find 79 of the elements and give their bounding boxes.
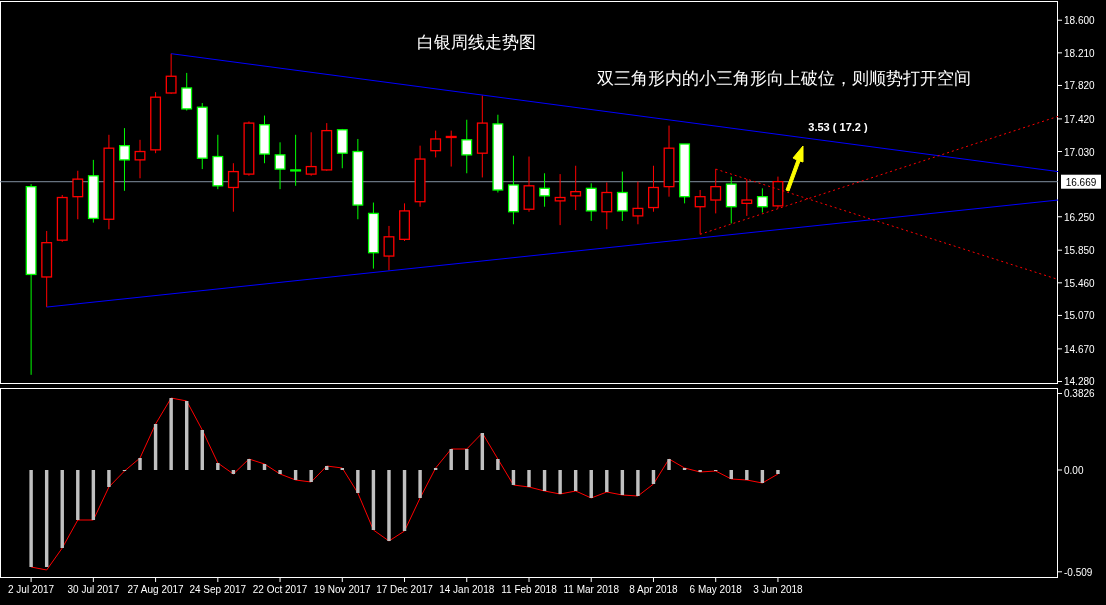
bar xyxy=(309,470,313,482)
bar xyxy=(527,470,531,487)
y-tick-label: 0.3826 xyxy=(1064,388,1096,400)
bar xyxy=(356,470,360,493)
bar xyxy=(76,470,80,520)
candlestick xyxy=(445,130,457,168)
candlestick xyxy=(461,119,473,174)
text: 双三角形内的小三角形向上破位，则顺势打开空间 xyxy=(597,69,971,88)
candlestick xyxy=(119,127,130,192)
candlestick xyxy=(290,134,302,187)
y-tick-label: 15.460 xyxy=(1064,277,1096,289)
candlestick xyxy=(134,139,146,179)
bar xyxy=(558,470,562,494)
candlestick xyxy=(570,165,582,211)
y-tick-label: 14.670 xyxy=(1064,343,1096,355)
candlestick xyxy=(756,187,768,214)
x-tick-label: 2 Jul 2017 xyxy=(8,584,55,595)
annotation: 3.53 ( 17.2 ) xyxy=(808,121,868,133)
candlestick xyxy=(181,72,193,112)
y-tick-label: 17.030 xyxy=(1064,146,1096,158)
bar xyxy=(107,470,111,487)
x-tick-label: 3 Jun 2018 xyxy=(753,584,804,595)
candlestick xyxy=(72,170,84,220)
bar xyxy=(29,470,33,567)
candlestick xyxy=(165,53,177,95)
x-tick-label: 11 Mar 2018 xyxy=(563,584,620,595)
x-tick-label: 30 Jul 2017 xyxy=(67,584,120,595)
y-tick-label: 18.210 xyxy=(1064,47,1096,59)
bar xyxy=(169,398,173,470)
bar xyxy=(387,470,391,541)
ref-line-label: 16.669 xyxy=(1065,176,1097,188)
bar xyxy=(776,470,780,474)
x-tick-label: 22 Oct 2017 xyxy=(252,584,308,595)
x-tick-label: 19 Nov 2017 xyxy=(313,584,372,595)
x-tick-label: 27 Aug 2017 xyxy=(127,584,185,595)
y-tick-label: 15.850 xyxy=(1064,245,1096,257)
text: 白银周线走势图 xyxy=(416,33,536,52)
bar xyxy=(667,459,671,470)
x-tick-label: 24 Sep 2017 xyxy=(189,584,247,595)
candlestick xyxy=(632,181,644,225)
x-tick-label: 11 Feb 2018 xyxy=(501,584,558,595)
candlestick xyxy=(523,156,535,213)
candlestick xyxy=(227,162,239,213)
y-tick-label: 15.070 xyxy=(1064,310,1096,322)
bar xyxy=(247,459,251,470)
y-tick-label: 14.280 xyxy=(1064,376,1096,388)
candlestick xyxy=(336,128,348,169)
candlestick xyxy=(601,181,613,230)
bar xyxy=(278,470,282,474)
candlestick xyxy=(554,173,566,226)
y-tick-label: 18.600 xyxy=(1064,15,1096,27)
y-tick-label: 16.250 xyxy=(1064,211,1096,223)
y-tick-label: 17.420 xyxy=(1064,113,1096,125)
candlestick xyxy=(741,178,753,217)
candlestick xyxy=(305,131,317,177)
x-tick-label: 17 Dec 2017 xyxy=(376,584,434,595)
y-tick-label: 17.820 xyxy=(1064,80,1096,92)
candlestick xyxy=(725,176,737,224)
candlestick xyxy=(539,172,551,208)
bar xyxy=(138,458,142,470)
candlestick xyxy=(430,130,442,158)
x-tick-label: 14 Jan 2018 xyxy=(439,584,495,595)
y-tick-label: 0.00 xyxy=(1064,465,1084,476)
candlestick xyxy=(616,171,628,222)
bar xyxy=(636,470,640,496)
line-series xyxy=(30,397,779,571)
candlestick xyxy=(383,225,395,271)
bar xyxy=(745,470,749,480)
y-tick-label: -0.509 xyxy=(1064,566,1093,578)
candlestick xyxy=(274,141,286,190)
bar xyxy=(605,470,609,492)
bar xyxy=(449,449,453,470)
x-tick-label: 6 May 2018 xyxy=(689,584,743,595)
bar xyxy=(496,459,500,470)
bar xyxy=(418,470,422,498)
candlestick xyxy=(585,182,597,222)
candlestick xyxy=(648,165,659,213)
x-tick-label: 8 Apr 2018 xyxy=(629,584,679,595)
bar xyxy=(216,463,220,470)
